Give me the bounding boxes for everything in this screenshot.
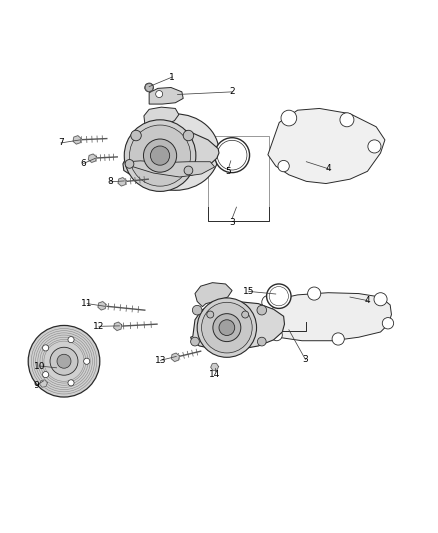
Polygon shape [144,107,179,128]
Text: 1: 1 [170,72,175,82]
Circle shape [201,302,252,353]
Circle shape [184,166,193,175]
Text: 15: 15 [243,287,254,296]
Polygon shape [268,108,385,183]
Circle shape [84,358,90,364]
Circle shape [213,313,241,342]
Circle shape [382,318,394,329]
Polygon shape [88,154,96,163]
Text: 6: 6 [81,159,87,168]
Circle shape [131,130,141,141]
Text: 10: 10 [34,361,46,370]
Circle shape [258,337,266,346]
Circle shape [192,305,202,315]
Circle shape [257,305,267,315]
Polygon shape [73,136,81,144]
Polygon shape [98,302,106,310]
Polygon shape [171,353,179,361]
Polygon shape [191,302,285,350]
Circle shape [125,159,134,168]
Circle shape [271,329,283,341]
Polygon shape [114,322,122,330]
Text: 11: 11 [81,299,93,308]
Circle shape [130,125,191,186]
Circle shape [215,138,250,173]
Circle shape [42,372,49,378]
Polygon shape [123,127,219,180]
Circle shape [262,295,276,309]
Circle shape [145,83,153,92]
Text: 4: 4 [325,164,331,173]
Text: 2: 2 [229,87,235,96]
Polygon shape [39,380,47,387]
Text: 9: 9 [34,381,39,390]
Circle shape [340,113,354,127]
Text: 8: 8 [108,177,113,187]
Circle shape [219,320,235,335]
Circle shape [217,140,247,170]
Text: 12: 12 [93,322,105,331]
Circle shape [50,348,78,375]
Circle shape [68,337,74,343]
Ellipse shape [132,114,219,190]
Circle shape [144,139,177,172]
Polygon shape [195,282,232,306]
Circle shape [267,284,291,309]
Circle shape [242,311,249,318]
Circle shape [28,326,100,397]
Text: 3: 3 [303,355,308,364]
Circle shape [307,287,321,300]
Circle shape [191,337,199,346]
Polygon shape [211,364,219,370]
Text: 4: 4 [365,296,370,305]
Circle shape [207,311,214,318]
Text: 5: 5 [226,167,231,176]
Circle shape [57,354,71,368]
Circle shape [368,140,381,153]
Circle shape [278,160,289,172]
Circle shape [183,130,194,141]
Circle shape [150,146,170,165]
Circle shape [68,380,74,386]
Circle shape [374,293,387,306]
Text: 13: 13 [155,356,166,365]
Circle shape [269,287,288,306]
Circle shape [197,298,257,357]
Circle shape [124,120,196,191]
Polygon shape [251,293,392,341]
Polygon shape [149,87,183,104]
Polygon shape [145,83,153,92]
Polygon shape [118,177,126,186]
Text: 14: 14 [209,370,220,379]
Circle shape [332,333,344,345]
Text: 3: 3 [229,218,235,227]
Circle shape [155,91,162,98]
Circle shape [42,345,49,351]
Polygon shape [127,161,215,177]
Text: 7: 7 [58,139,64,148]
Circle shape [281,110,297,126]
